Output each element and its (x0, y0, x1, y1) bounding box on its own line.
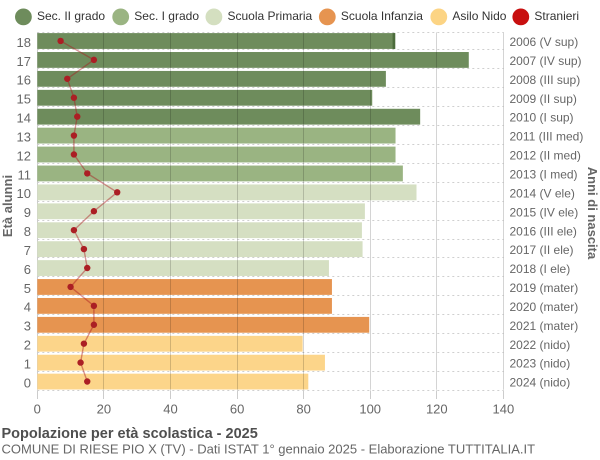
svg-text:COMUNE DI RIESE PIO X (TV) - D: COMUNE DI RIESE PIO X (TV) - Dati ISTAT … (2, 442, 536, 457)
svg-text:4: 4 (24, 300, 31, 315)
svg-text:Asilo Nido: Asilo Nido (452, 9, 506, 23)
svg-text:2013 (I med): 2013 (I med) (510, 167, 578, 181)
svg-text:2008 (III sup): 2008 (III sup) (510, 73, 581, 87)
svg-text:10: 10 (17, 186, 31, 201)
svg-text:40: 40 (163, 401, 177, 416)
svg-text:100: 100 (359, 401, 381, 416)
svg-text:18: 18 (17, 35, 31, 50)
svg-text:2009 (II sup): 2009 (II sup) (510, 92, 577, 106)
svg-text:2018 (I ele): 2018 (I ele) (510, 262, 571, 276)
svg-text:9: 9 (24, 205, 31, 220)
svg-text:Anni di nascita: Anni di nascita (585, 167, 600, 260)
svg-text:2016 (III ele): 2016 (III ele) (510, 224, 577, 238)
svg-text:6: 6 (24, 262, 31, 277)
svg-text:Sec. I grado: Sec. I grado (134, 9, 199, 23)
svg-text:2006 (V sup): 2006 (V sup) (510, 35, 579, 49)
svg-text:2024 (nido): 2024 (nido) (510, 376, 571, 390)
svg-text:2015 (IV ele): 2015 (IV ele) (510, 205, 579, 219)
svg-text:2007 (IV sup): 2007 (IV sup) (510, 54, 582, 68)
svg-text:1: 1 (24, 356, 31, 371)
svg-text:Scuola Infanzia: Scuola Infanzia (341, 9, 423, 23)
svg-text:11: 11 (18, 167, 32, 182)
svg-text:8: 8 (24, 224, 31, 239)
svg-text:2: 2 (24, 338, 31, 353)
svg-text:13: 13 (17, 129, 31, 144)
svg-text:2012 (II med): 2012 (II med) (510, 149, 581, 163)
svg-text:15: 15 (17, 92, 31, 107)
svg-text:17: 17 (17, 54, 31, 69)
svg-text:2022 (nido): 2022 (nido) (510, 338, 571, 352)
svg-text:14: 14 (17, 111, 31, 126)
svg-text:60: 60 (230, 401, 244, 416)
svg-text:2010 (I sup): 2010 (I sup) (510, 111, 574, 125)
svg-text:2011 (III med): 2011 (III med) (510, 130, 584, 144)
svg-text:3: 3 (24, 319, 31, 334)
svg-text:0: 0 (24, 375, 31, 390)
svg-text:80: 80 (296, 401, 310, 416)
svg-text:Età alunni: Età alunni (0, 175, 15, 237)
svg-text:Sec. II grado: Sec. II grado (37, 9, 105, 23)
svg-text:5: 5 (24, 281, 31, 296)
svg-text:2021 (mater): 2021 (mater) (510, 319, 579, 333)
svg-text:2020 (mater): 2020 (mater) (510, 300, 579, 314)
svg-text:20: 20 (97, 401, 111, 416)
svg-text:120: 120 (426, 401, 448, 416)
svg-text:2014 (V ele): 2014 (V ele) (510, 186, 575, 200)
svg-text:12: 12 (17, 148, 31, 163)
svg-text:0: 0 (34, 401, 41, 416)
svg-text:Scuola Primaria: Scuola Primaria (228, 9, 313, 23)
svg-text:16: 16 (17, 73, 31, 88)
svg-text:2023 (nido): 2023 (nido) (510, 357, 571, 371)
svg-text:2019 (mater): 2019 (mater) (510, 281, 579, 295)
svg-text:7: 7 (24, 243, 31, 258)
svg-text:Popolazione per età scolastica: Popolazione per età scolastica - 2025 (2, 426, 258, 442)
svg-text:2017 (II ele): 2017 (II ele) (510, 243, 574, 257)
svg-text:140: 140 (493, 401, 515, 416)
svg-text:Stranieri: Stranieri (534, 9, 579, 23)
